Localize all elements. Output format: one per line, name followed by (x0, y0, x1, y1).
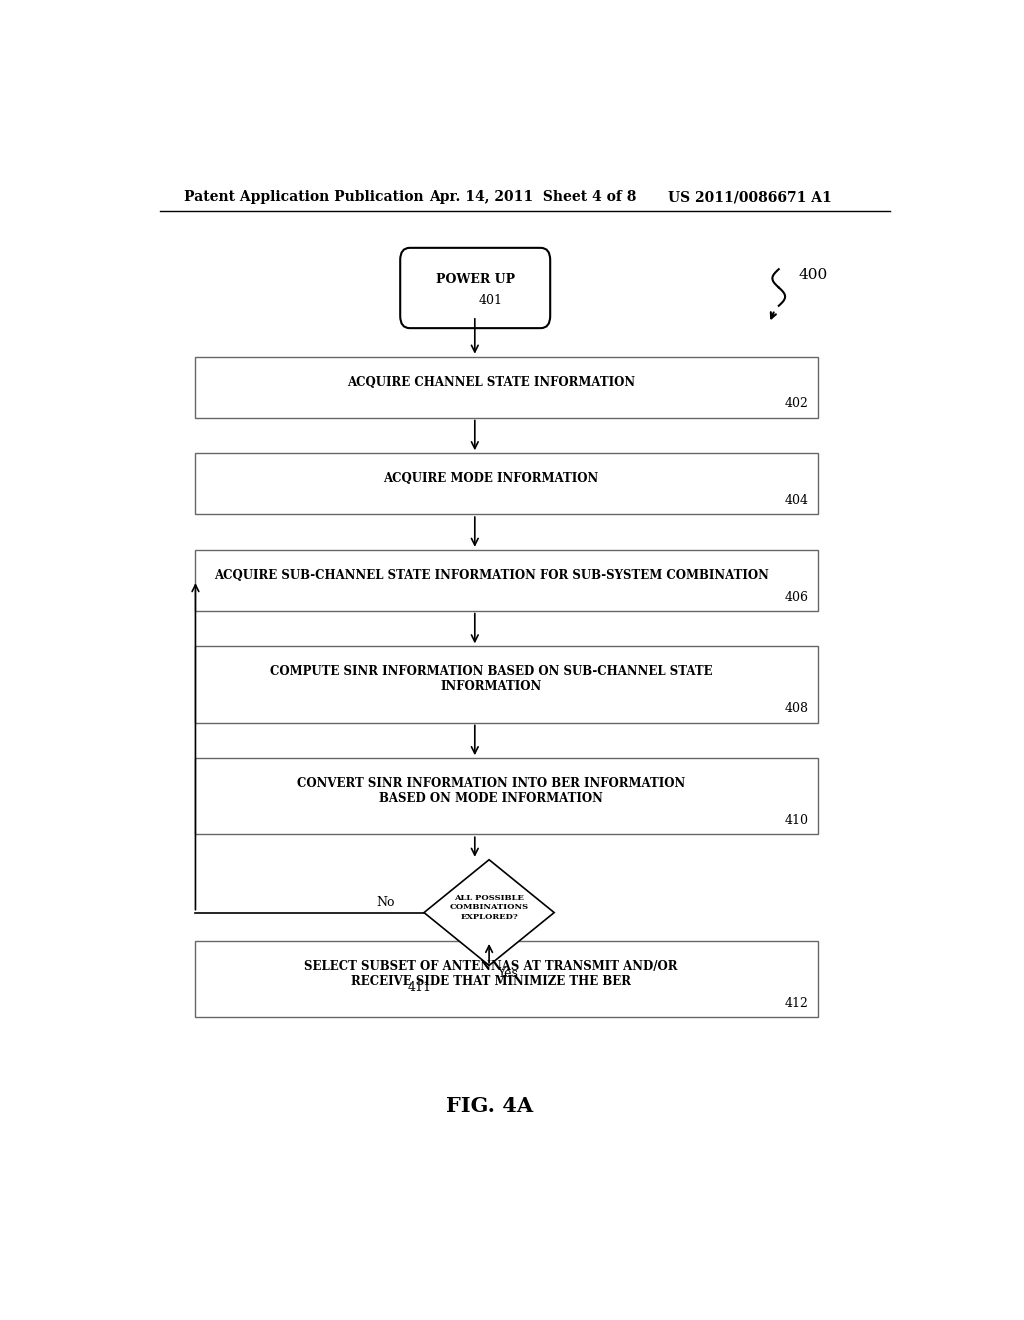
Text: Patent Application Publication: Patent Application Publication (183, 190, 423, 205)
FancyBboxPatch shape (400, 248, 550, 329)
Text: US 2011/0086671 A1: US 2011/0086671 A1 (668, 190, 831, 205)
Text: SELECT SUBSET OF ANTENNAS AT TRANSMIT AND/OR
RECEIVE SIDE THAT MINIMIZE THE BER: SELECT SUBSET OF ANTENNAS AT TRANSMIT AN… (304, 960, 678, 989)
Text: No: No (377, 896, 395, 909)
Text: 402: 402 (785, 397, 809, 411)
Text: 408: 408 (785, 702, 809, 715)
Text: ACQUIRE MODE INFORMATION: ACQUIRE MODE INFORMATION (383, 473, 599, 484)
Text: POWER UP: POWER UP (435, 273, 515, 286)
Bar (196, 356, 818, 417)
Text: Apr. 14, 2011  Sheet 4 of 8: Apr. 14, 2011 Sheet 4 of 8 (430, 190, 637, 205)
Bar (196, 941, 818, 1018)
Polygon shape (424, 859, 554, 965)
Text: ACQUIRE SUB-CHANNEL STATE INFORMATION FOR SUB-SYSTEM COMBINATION: ACQUIRE SUB-CHANNEL STATE INFORMATION FO… (214, 569, 768, 582)
Text: 404: 404 (785, 494, 809, 507)
Text: COMPUTE SINR INFORMATION BASED ON SUB-CHANNEL STATE
INFORMATION: COMPUTE SINR INFORMATION BASED ON SUB-CH… (269, 665, 713, 693)
Text: 412: 412 (785, 997, 809, 1010)
Text: ACQUIRE CHANNEL STATE INFORMATION: ACQUIRE CHANNEL STATE INFORMATION (347, 375, 635, 388)
Text: Yes: Yes (497, 968, 518, 979)
Bar (196, 758, 818, 834)
Text: CONVERT SINR INFORMATION INTO BER INFORMATION
BASED ON MODE INFORMATION: CONVERT SINR INFORMATION INTO BER INFORM… (297, 777, 685, 805)
Text: 406: 406 (785, 590, 809, 603)
Text: 411: 411 (408, 981, 432, 994)
Text: ALL POSSIBLE
COMBINATIONS
EXPLORED?: ALL POSSIBLE COMBINATIONS EXPLORED? (450, 894, 528, 920)
Text: 410: 410 (785, 814, 809, 828)
Text: 401: 401 (479, 293, 503, 306)
Bar (196, 549, 818, 611)
Text: FIG. 4A: FIG. 4A (445, 1096, 532, 1115)
Bar (196, 453, 818, 515)
Text: 400: 400 (799, 268, 827, 282)
Bar (196, 647, 818, 722)
